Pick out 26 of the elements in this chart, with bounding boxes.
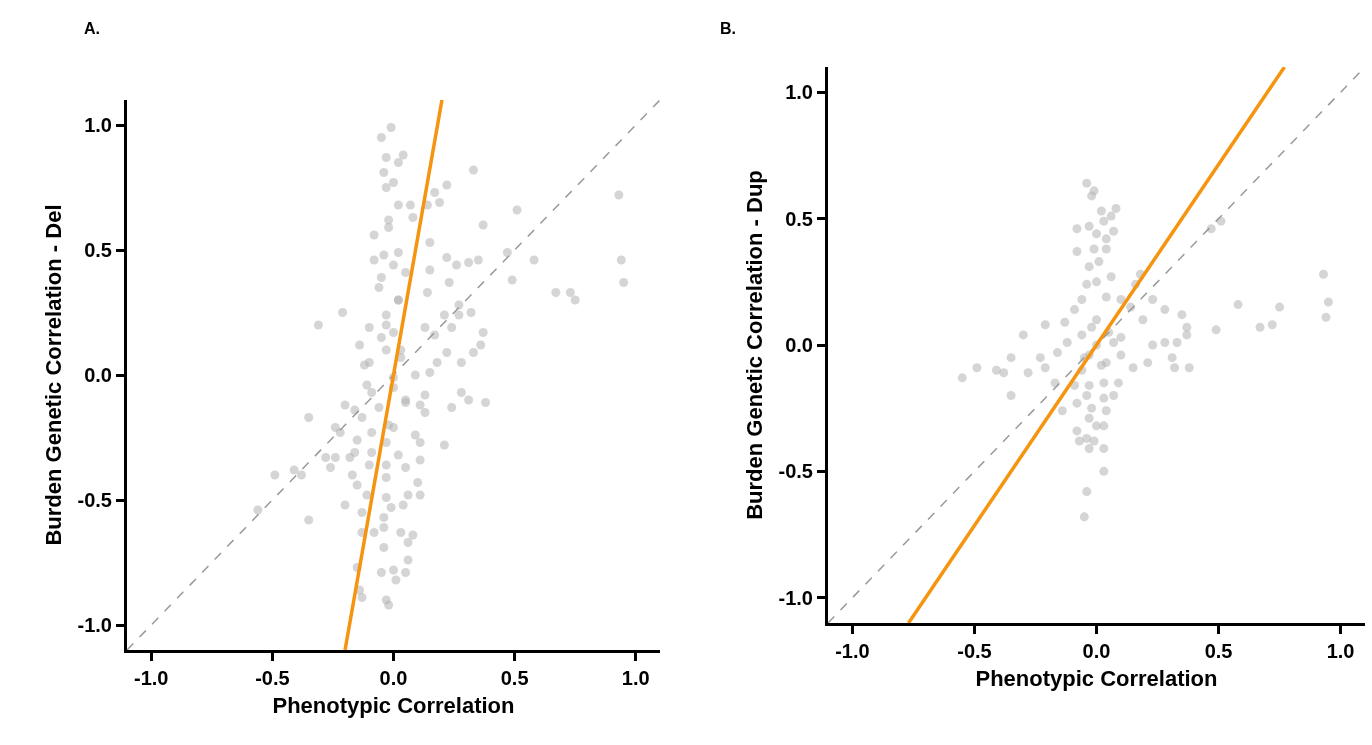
x-tick-label: 0.0 <box>379 667 408 689</box>
chart-title: B. <box>720 20 736 37</box>
y-tick-label: -1.0 <box>77 614 112 636</box>
x-tick-label: 0.5 <box>500 667 529 689</box>
y-tick-label: 0.0 <box>84 364 112 386</box>
y-tick-label: -0.5 <box>778 460 813 483</box>
x-tick-label: -1.0 <box>134 667 169 689</box>
y-tick-label: 0.0 <box>785 334 813 356</box>
y-tick-label: -1.0 <box>778 586 813 609</box>
x-tick-label: -0.5 <box>255 667 290 689</box>
y-tick-label: -0.5 <box>77 489 112 511</box>
y-tick-label: 0.5 <box>785 207 813 230</box>
x-tick-label: 0.0 <box>1082 640 1111 662</box>
y-tick-label: 1.0 <box>84 114 112 136</box>
x-tick-label: 0.5 <box>1204 640 1233 662</box>
y-axis-title: Burden Genetic Correlation - Dup <box>742 170 768 520</box>
x-tick-label: -0.5 <box>957 640 992 662</box>
x-tick-label: -1.0 <box>835 640 870 662</box>
x-tick-label: 1.0 <box>621 667 650 689</box>
x-tick-label: 1.0 <box>1326 640 1355 662</box>
y-tick-label: 0.5 <box>84 239 112 261</box>
x-axis-title: Phenotypic Correlation <box>272 692 515 718</box>
y-tick-label: 1.0 <box>785 81 813 104</box>
y-axis-title: Burden Genetic Correlation - Del <box>41 204 67 546</box>
x-axis-title: Phenotypic Correlation <box>975 665 1218 691</box>
chart-title: A. <box>84 20 100 37</box>
